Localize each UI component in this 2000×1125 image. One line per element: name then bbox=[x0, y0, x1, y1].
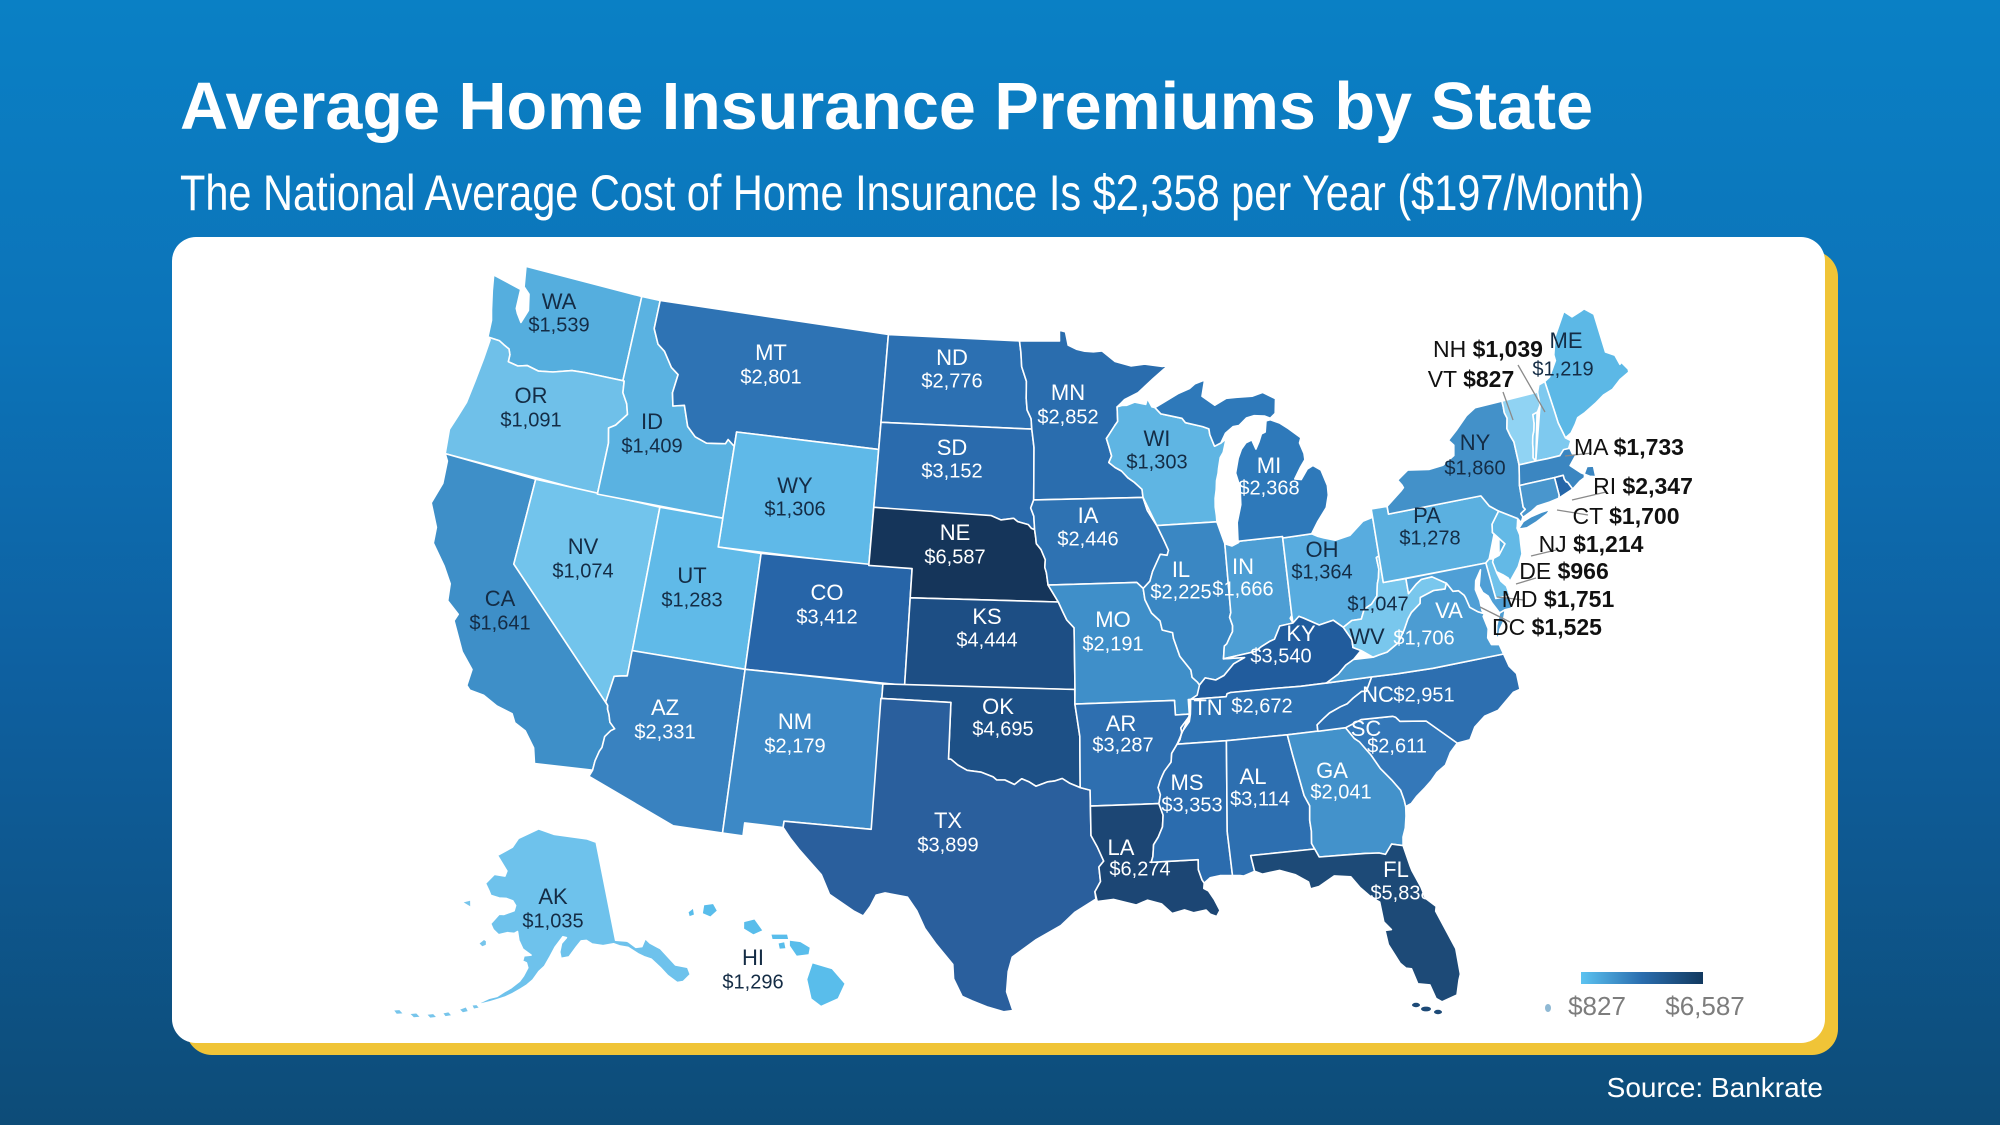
svg-text:TX: TX bbox=[934, 808, 962, 833]
svg-text:$6,274: $6,274 bbox=[1109, 858, 1170, 880]
svg-text:$2,852: $2,852 bbox=[1037, 406, 1098, 428]
svg-text:NV: NV bbox=[568, 534, 599, 559]
svg-text:$2,331: $2,331 bbox=[634, 721, 695, 743]
svg-text:NJ $1,214: NJ $1,214 bbox=[1539, 531, 1644, 557]
svg-text:MO: MO bbox=[1095, 607, 1130, 632]
svg-text:$1,074: $1,074 bbox=[552, 560, 613, 582]
svg-text:$2,951: $2,951 bbox=[1393, 684, 1454, 706]
svg-text:$1,666: $1,666 bbox=[1212, 578, 1273, 600]
svg-text:ME: ME bbox=[1550, 328, 1583, 353]
svg-text:MS: MS bbox=[1171, 770, 1204, 795]
svg-text:AK: AK bbox=[538, 884, 568, 909]
svg-text:MI: MI bbox=[1257, 453, 1281, 478]
svg-text:SD: SD bbox=[937, 435, 968, 460]
svg-text:OR: OR bbox=[515, 383, 548, 408]
svg-text:NY: NY bbox=[1460, 430, 1491, 455]
svg-text:IN: IN bbox=[1232, 554, 1254, 579]
svg-text:$1,047: $1,047 bbox=[1347, 593, 1408, 615]
svg-text:OH: OH bbox=[1306, 537, 1339, 562]
svg-text:$1,296: $1,296 bbox=[722, 971, 783, 993]
svg-text:FL: FL bbox=[1383, 857, 1409, 882]
svg-text:$4,695: $4,695 bbox=[972, 718, 1033, 740]
svg-text:SC: SC bbox=[1351, 716, 1382, 741]
svg-text:$827: $827 bbox=[1568, 991, 1626, 1021]
svg-text:$1,283: $1,283 bbox=[661, 589, 722, 611]
svg-text:DC $1,525: DC $1,525 bbox=[1492, 614, 1602, 640]
svg-text:PA: PA bbox=[1413, 503, 1441, 528]
svg-text:CT $1,700: CT $1,700 bbox=[1573, 503, 1680, 529]
svg-text:$1,306: $1,306 bbox=[764, 498, 825, 520]
svg-text:$2,191: $2,191 bbox=[1082, 633, 1143, 655]
svg-text:$1,641: $1,641 bbox=[469, 612, 530, 634]
svg-text:$3,353: $3,353 bbox=[1161, 794, 1222, 816]
svg-text:MD $1,751: MD $1,751 bbox=[1502, 586, 1615, 612]
svg-text:VT $827: VT $827 bbox=[1428, 366, 1515, 392]
svg-text:IL: IL bbox=[1172, 557, 1190, 582]
svg-text:CA: CA bbox=[485, 586, 516, 611]
svg-text:ND: ND bbox=[936, 345, 968, 370]
svg-text:$2,446: $2,446 bbox=[1057, 528, 1118, 550]
svg-text:$1,035: $1,035 bbox=[522, 910, 583, 932]
svg-text:HI: HI bbox=[742, 945, 764, 970]
svg-text:AL: AL bbox=[1240, 764, 1267, 789]
svg-text:$1,409: $1,409 bbox=[621, 435, 682, 457]
svg-text:$3,412: $3,412 bbox=[796, 606, 857, 628]
svg-text:MT: MT bbox=[755, 340, 787, 365]
svg-text:AZ: AZ bbox=[651, 695, 679, 720]
svg-text:KY: KY bbox=[1286, 621, 1316, 646]
svg-text:$2,611: $2,611 bbox=[1367, 735, 1427, 757]
svg-text:OK: OK bbox=[982, 694, 1014, 719]
svg-text:$6,587: $6,587 bbox=[924, 546, 985, 568]
svg-text:$1,219: $1,219 bbox=[1532, 358, 1593, 380]
svg-text:$2,776: $2,776 bbox=[921, 370, 982, 392]
svg-text:$2,672: $2,672 bbox=[1231, 695, 1292, 717]
svg-text:WI: WI bbox=[1144, 426, 1171, 451]
svg-text:NE: NE bbox=[940, 520, 971, 545]
svg-text:$1,303: $1,303 bbox=[1126, 451, 1187, 473]
svg-text:$1,364: $1,364 bbox=[1291, 561, 1352, 583]
svg-text:NM: NM bbox=[778, 709, 812, 734]
svg-text:ID: ID bbox=[641, 409, 663, 434]
svg-text:$1,706: $1,706 bbox=[1393, 627, 1454, 649]
svg-text:MA $1,733: MA $1,733 bbox=[1574, 434, 1684, 460]
svg-text:$2,801: $2,801 bbox=[740, 366, 801, 388]
svg-text:$3,114: $3,114 bbox=[1230, 788, 1290, 810]
svg-text:NC: NC bbox=[1362, 682, 1394, 707]
svg-text:DE $966: DE $966 bbox=[1519, 558, 1609, 584]
svg-text:GA: GA bbox=[1316, 758, 1348, 783]
svg-text:$3,540: $3,540 bbox=[1250, 645, 1311, 667]
svg-text:NH $1,039: NH $1,039 bbox=[1433, 336, 1543, 362]
svg-text:UT: UT bbox=[677, 563, 706, 588]
svg-text:$6,587: $6,587 bbox=[1665, 991, 1745, 1021]
svg-text:$5,838: $5,838 bbox=[1370, 882, 1431, 904]
svg-text:$3,152: $3,152 bbox=[921, 460, 982, 482]
svg-text:WV: WV bbox=[1349, 624, 1385, 649]
svg-text:WY: WY bbox=[777, 473, 813, 498]
svg-text:RI $2,347: RI $2,347 bbox=[1593, 473, 1693, 499]
svg-text:$2,368: $2,368 bbox=[1238, 477, 1299, 499]
svg-text:IA: IA bbox=[1078, 503, 1099, 528]
svg-text:$1,539: $1,539 bbox=[528, 314, 589, 336]
svg-text:TN: TN bbox=[1193, 695, 1222, 720]
svg-text:$1,091: $1,091 bbox=[500, 409, 561, 431]
svg-text:AR: AR bbox=[1106, 711, 1137, 736]
svg-text:$2,225: $2,225 bbox=[1150, 581, 1211, 603]
svg-text:VA: VA bbox=[1435, 598, 1463, 623]
svg-text:CO: CO bbox=[811, 580, 844, 605]
svg-text:MN: MN bbox=[1051, 380, 1085, 405]
svg-text:KS: KS bbox=[972, 604, 1001, 629]
svg-text:$4,444: $4,444 bbox=[956, 629, 1017, 651]
svg-text:$3,287: $3,287 bbox=[1092, 734, 1153, 756]
svg-text:$2,041: $2,041 bbox=[1310, 781, 1371, 803]
svg-text:WA: WA bbox=[542, 289, 577, 314]
svg-text:$2,179: $2,179 bbox=[764, 735, 825, 757]
svg-text:LA: LA bbox=[1108, 835, 1135, 860]
svg-text:$3,899: $3,899 bbox=[917, 834, 978, 856]
svg-text:$1,860: $1,860 bbox=[1444, 457, 1505, 479]
svg-text:$1,278: $1,278 bbox=[1399, 527, 1460, 549]
